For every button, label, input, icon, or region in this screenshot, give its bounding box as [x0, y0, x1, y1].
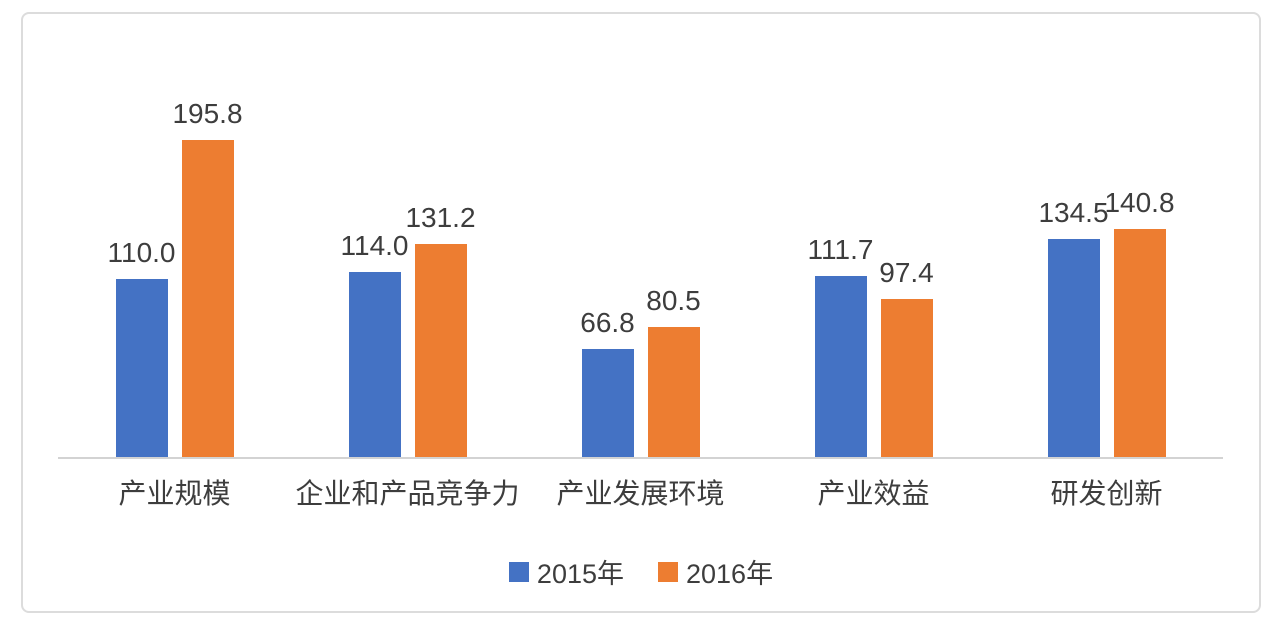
plot-area: 110.0 195.8 114.0 131.2 66.8 80.5 111.7 97.4 134…	[58, 52, 1223, 457]
bar-2015-0	[115, 279, 168, 457]
data-label-2015-1: 114.0	[340, 229, 409, 261]
data-label-2016-1: 131.2	[405, 201, 476, 233]
legend-label-2015: 2015年	[536, 559, 624, 589]
bar-2015-1	[348, 272, 401, 457]
category-label-4: 研发创新	[1050, 478, 1163, 509]
data-label-2016-3: 97.4	[879, 256, 934, 288]
data-label-2016-0: 195.8	[172, 97, 243, 129]
x-axis-line	[58, 457, 1223, 459]
bar-2015-4	[1047, 239, 1100, 457]
category-label-1: 企业和产品竞争力	[295, 478, 520, 509]
chart-frame: 110.0 195.8 114.0 131.2 66.8 80.5 111.7 97.4 134…	[21, 12, 1261, 613]
bar-2016-3	[880, 299, 933, 457]
category-axis: 产业规模 企业和产品竞争力 产业发展环境 产业效益 研发创新	[58, 472, 1223, 516]
category-label-0: 产业规模	[118, 478, 231, 509]
legend-swatch-icon	[508, 561, 529, 582]
legend-label-2016: 2016年	[686, 559, 774, 589]
data-label-2016-2: 80.5	[646, 284, 701, 316]
bar-2016-0	[181, 140, 234, 457]
legend-swatch-icon	[658, 561, 678, 582]
bar-2016-4	[1113, 229, 1166, 457]
bar-2016-1	[414, 244, 467, 457]
data-label-2016-4: 140.8	[1104, 186, 1175, 218]
legend-item-2016: 2016年	[658, 552, 773, 591]
legend: 2015年 2016年	[23, 552, 1259, 591]
bar-2015-2	[581, 349, 634, 457]
bar-2015-3	[814, 276, 867, 457]
data-label-2015-3: 111.7	[807, 233, 874, 265]
category-label-2: 产业发展环境	[556, 478, 725, 509]
data-label-2015-0: 110.0	[107, 236, 176, 268]
data-label-2015-2: 66.8	[580, 306, 635, 338]
bar-2016-2	[647, 327, 700, 457]
legend-item-2015: 2015年	[508, 552, 624, 591]
category-label-3: 产业效益	[817, 478, 930, 509]
data-label-2015-4: 134.5	[1038, 196, 1109, 228]
